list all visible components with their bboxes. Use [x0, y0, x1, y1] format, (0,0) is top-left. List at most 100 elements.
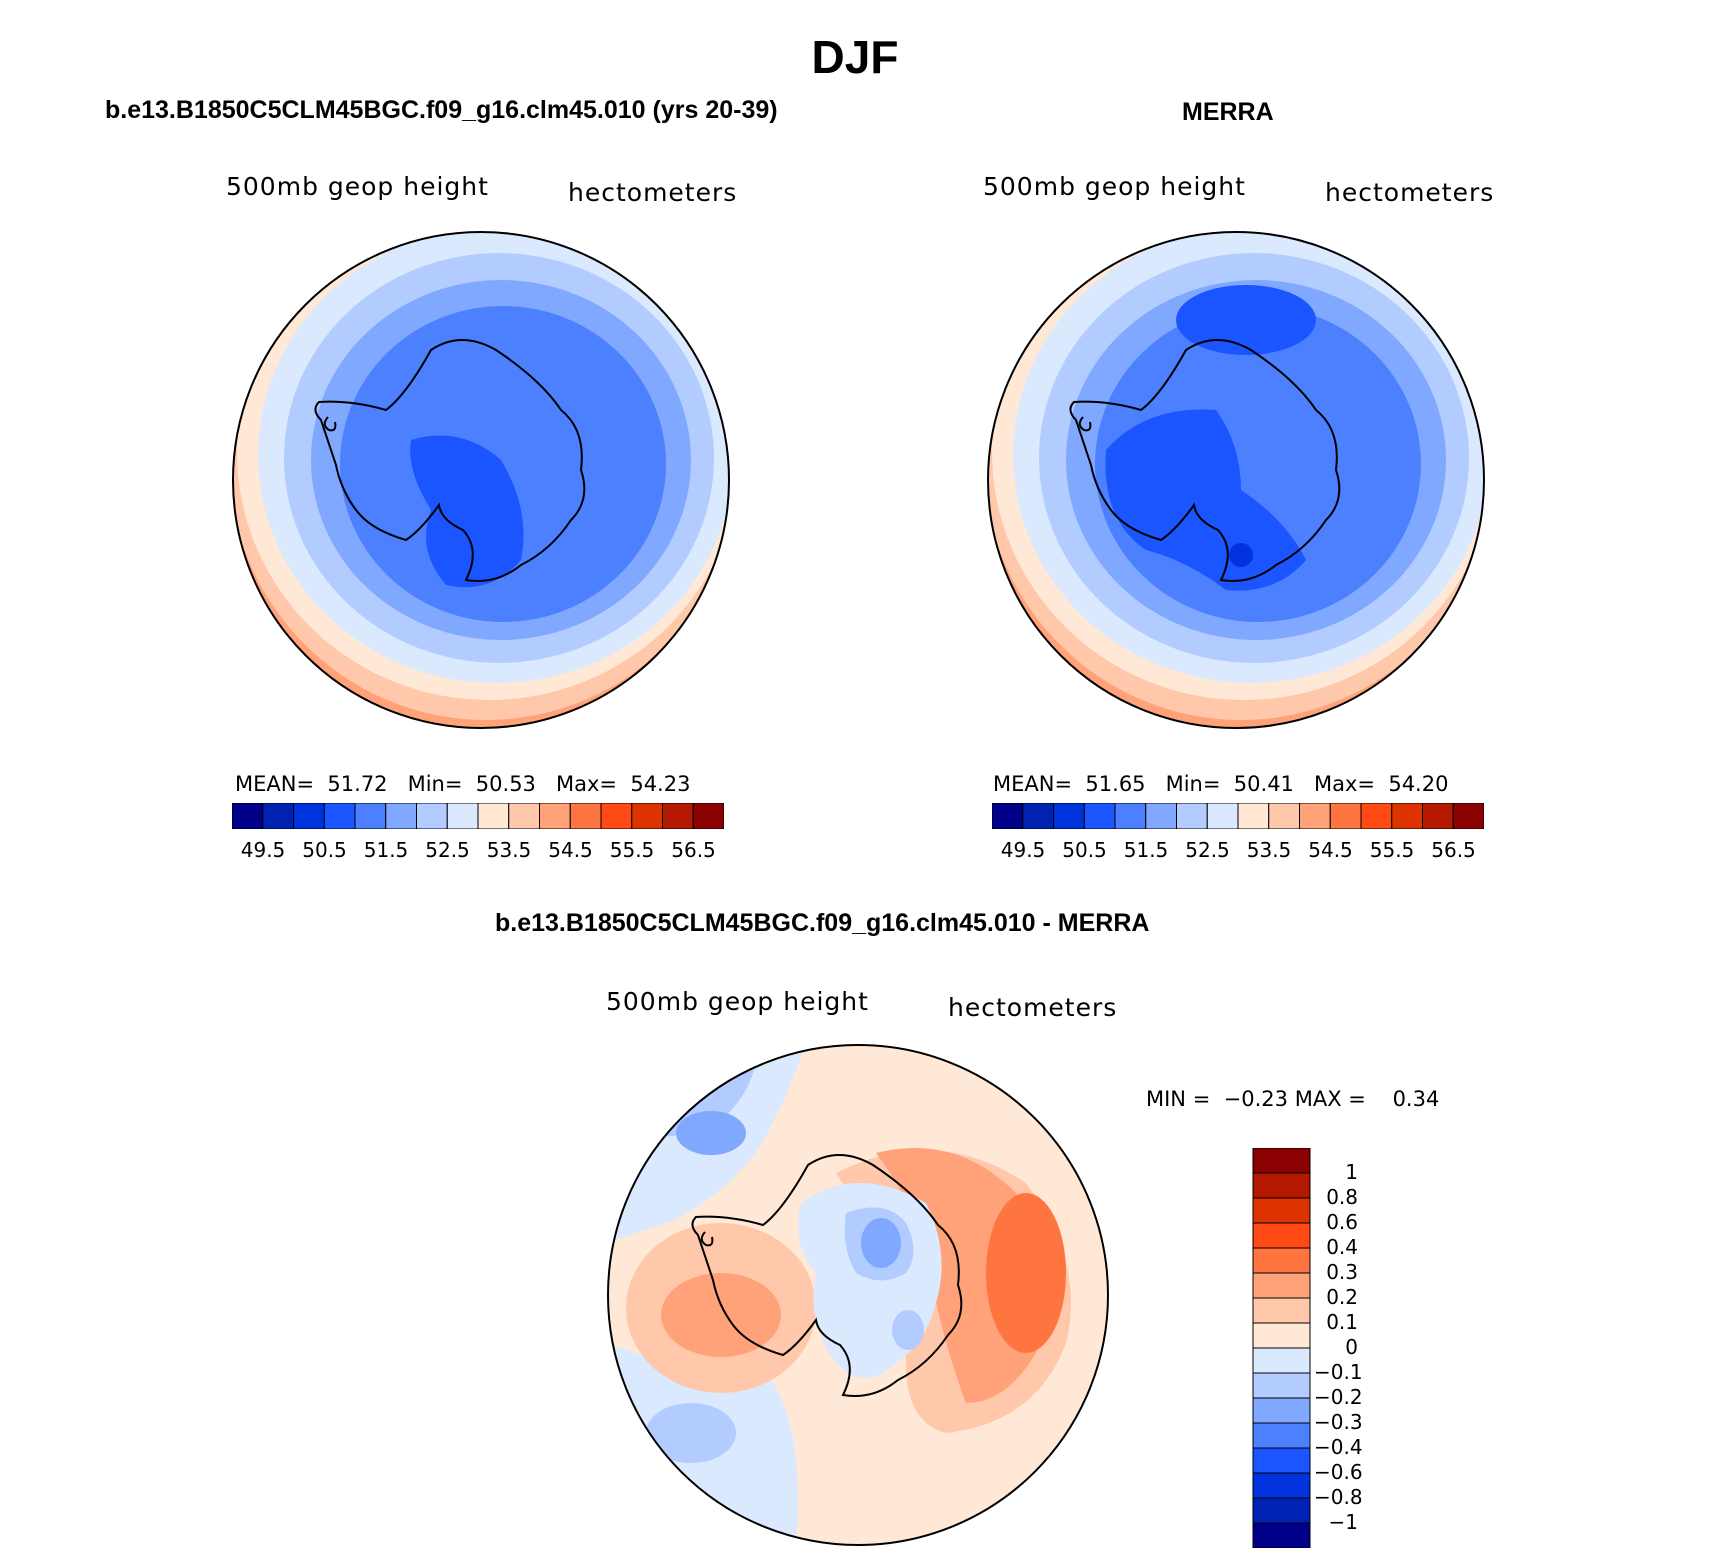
colorbar-swatch [631, 803, 663, 829]
colorbar-swatch [1268, 803, 1300, 829]
colorbar-swatch [1422, 803, 1454, 829]
diff-min-label: MIN = [1146, 1087, 1211, 1111]
colorbar-swatch [1252, 1197, 1311, 1224]
colorbar-swatch [1329, 803, 1362, 829]
colorbar-swatch [1252, 1148, 1311, 1174]
colorbar-swatch [539, 803, 571, 829]
colorbar-tick-label: 1 [1345, 1160, 1358, 1184]
colorbar-tick-label: 51.5 [363, 838, 409, 862]
colorbar-swatch [508, 803, 540, 829]
colorbar-swatch [293, 803, 325, 829]
antarctica-coastline [691, 1154, 963, 1397]
colorbar-swatch [1252, 1497, 1311, 1524]
colorbar-tick-label: 0.2 [1326, 1285, 1358, 1309]
colorbar-tick-label: −0.2 [1314, 1385, 1363, 1409]
obs-min-value: 50.41 [1233, 772, 1294, 796]
colorbar-tick-label: 54.5 [548, 838, 593, 862]
diff-colorbar [1252, 1148, 1311, 1548]
model-colorbar-ticks: 49.5 50.5 51.5 52.5 53.5 54.5 55.5 56.5 [232, 838, 724, 864]
model-polar-map [232, 231, 730, 729]
model-mean-value: 51.72 [327, 772, 388, 796]
colorbar-swatch [1252, 1272, 1311, 1299]
diff-polar-map [607, 1044, 1109, 1546]
colorbar-tick-label: −0.8 [1314, 1485, 1363, 1509]
colorbar-swatch [1252, 1247, 1311, 1274]
diff-max-value: 0.34 [1392, 1087, 1440, 1111]
colorbar-tick-label: 0.8 [1326, 1185, 1358, 1209]
obs-panel-title: MERRA [1182, 98, 1274, 126]
colorbar-swatch [1299, 803, 1331, 829]
colorbar-tick-label: 50.5 [302, 838, 347, 862]
colorbar-swatch [385, 803, 417, 829]
colorbar-tick-label: 49.5 [1000, 838, 1046, 862]
colorbar-swatch [1252, 1347, 1311, 1374]
colorbar-swatch [1022, 803, 1054, 829]
diff-min-value: −0.23 [1223, 1087, 1289, 1111]
colorbar-swatch [1176, 803, 1208, 829]
colorbar-swatch [1252, 1172, 1311, 1199]
colorbar-tick-label: 0.1 [1326, 1310, 1358, 1334]
model-variable-label: 500mb geop height [226, 172, 489, 201]
colorbar-tick-label: −0.3 [1314, 1410, 1363, 1434]
colorbar-tick-label: 50.5 [1062, 838, 1107, 862]
colorbar-swatch [1252, 1447, 1311, 1474]
diff-variable-label: 500mb geop height [606, 987, 869, 1016]
model-panel-title: b.e13.B1850C5CLM45BGC.f09_g16.clm45.010 … [105, 96, 778, 124]
colorbar-swatch [569, 803, 602, 829]
colorbar-swatch [1206, 803, 1239, 829]
antarctica-coastline [314, 339, 586, 582]
model-min-value: 50.53 [475, 772, 536, 796]
colorbar-swatch [446, 803, 479, 829]
obs-stats: MEAN= 51.65 Min= 50.41 Max= 54.20 [993, 772, 1448, 796]
obs-max-label: Max= [1313, 772, 1375, 796]
model-units-label: hectometers [568, 178, 738, 207]
obs-colorbar [992, 803, 1484, 829]
colorbar-swatch [992, 803, 1024, 829]
diff-panel-title: b.e13.B1850C5CLM45BGC.f09_g16.clm45.010 … [495, 909, 1150, 937]
colorbar-swatch [1252, 1322, 1311, 1349]
diff-colorbar-ticks: 1 0.8 0.6 0.4 0.3 0.2 0.1 0 −0.1 −0.2 −0.3 −0.4 −0.6… [1314, 1148, 1384, 1548]
model-min-label: Min= [407, 772, 463, 796]
colorbar-swatch [262, 803, 294, 829]
colorbar-tick-label: 52.5 [1185, 838, 1230, 862]
colorbar-swatch [1252, 1397, 1311, 1424]
colorbar-tick-label: 0.3 [1326, 1260, 1358, 1284]
model-max-label: Max= [555, 772, 617, 796]
colorbar-swatch [477, 803, 510, 829]
model-mean-label: MEAN= [235, 772, 315, 796]
obs-colorbar-ticks: 49.5 50.5 51.5 52.5 53.5 54.5 55.5 56.5 [992, 838, 1484, 864]
colorbar-swatch [232, 803, 264, 829]
colorbar-tick-label: 56.5 [671, 838, 716, 862]
colorbar-tick-label: 52.5 [425, 838, 470, 862]
colorbar-tick-label: 56.5 [1431, 838, 1476, 862]
obs-min-label: Min= [1165, 772, 1221, 796]
colorbar-tick-label: 49.5 [240, 838, 286, 862]
colorbar-tick-label: 0.6 [1326, 1210, 1358, 1234]
diff-max-label: MAX = [1294, 1087, 1366, 1111]
colorbar-tick-label: 51.5 [1123, 838, 1169, 862]
obs-units-label: hectometers [1325, 178, 1495, 207]
colorbar-swatch [1252, 1472, 1311, 1499]
colorbar-swatch [323, 803, 356, 829]
colorbar-swatch [1083, 803, 1116, 829]
main-title: DJF [811, 31, 899, 83]
colorbar-swatch [1252, 1297, 1311, 1324]
colorbar-swatch [1252, 1522, 1311, 1548]
colorbar-swatch [662, 803, 694, 829]
diff-stats: MIN = −0.23 MAX = 0.34 [1146, 1087, 1439, 1111]
colorbar-tick-label: 0 [1345, 1335, 1358, 1359]
colorbar-tick-label: −0.4 [1314, 1435, 1363, 1459]
colorbar-swatch [1053, 803, 1085, 829]
model-max-value: 54.23 [630, 772, 691, 796]
colorbar-tick-label: 55.5 [609, 838, 655, 862]
obs-mean-value: 51.65 [1085, 772, 1146, 796]
diff-units-label: hectometers [948, 993, 1118, 1022]
obs-mean-label: MEAN= [993, 772, 1073, 796]
colorbar-swatch [416, 803, 448, 829]
obs-variable-label: 500mb geop height [983, 172, 1246, 201]
colorbar-swatch [1252, 1222, 1311, 1249]
colorbar-swatch [600, 803, 633, 829]
colorbar-tick-label: 53.5 [1246, 838, 1292, 862]
colorbar-swatch [1237, 803, 1270, 829]
antarctica-coastline [1069, 339, 1341, 582]
